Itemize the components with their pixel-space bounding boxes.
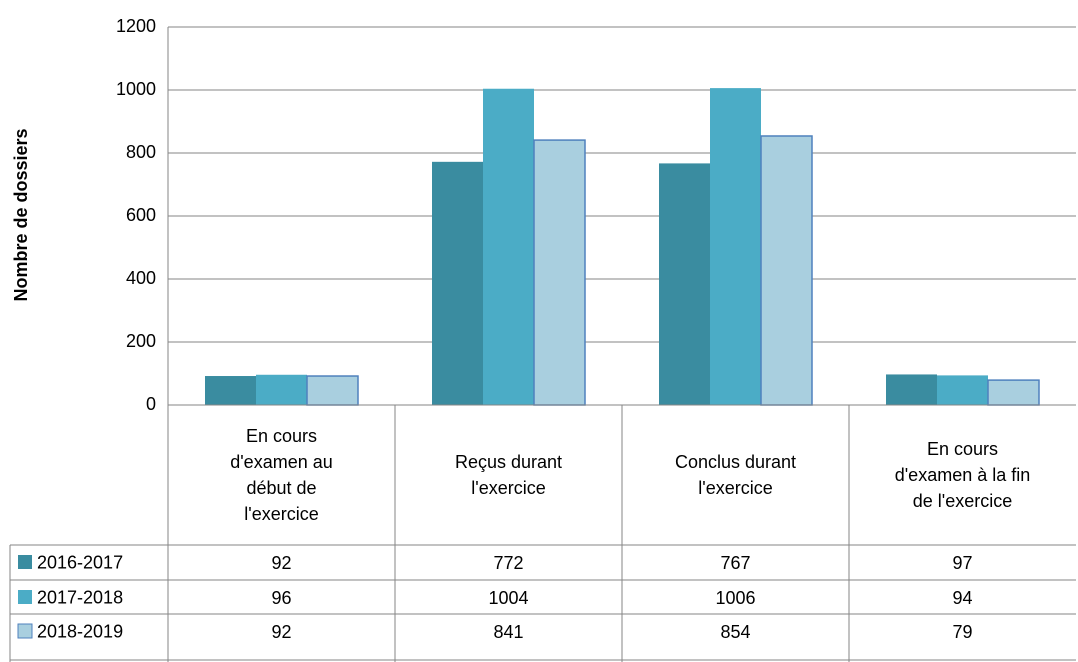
bar [533,139,586,406]
y-axis-label: Nombre de dossiers [11,128,31,301]
table-value: 94 [849,580,1076,615]
table-value-text: 96 [271,587,292,608]
table-value-text: 841 [493,621,524,642]
x-tick-label-text: En cours d'examen à la fin de l'exercice [894,439,1031,511]
y-tick-label: 600 [126,205,156,225]
table-value: 854 [622,614,849,649]
legend-swatch [18,590,32,604]
table-value-text: 854 [720,621,751,642]
y-tick-label: 1000 [116,79,156,99]
x-tick-label: Conclus durant l'exercice [622,405,849,545]
bar [432,161,483,405]
x-tick-label: En cours d'examen à la fin de l'exercice [849,405,1076,545]
table-value: 96 [168,580,395,615]
table-value: 772 [395,545,622,580]
table-value-text: 1006 [715,587,756,608]
table-value-text: 92 [271,621,292,642]
table-value: 92 [168,614,395,649]
bar [659,163,710,405]
table-value-text: 79 [952,621,973,642]
table-value-text: 94 [952,587,973,608]
table-value: 767 [622,545,849,580]
bar [760,135,813,406]
bar [937,375,988,405]
x-tick-label: En cours d'examen au début de l'exercice [168,405,395,545]
y-tick-label: 800 [126,142,156,162]
legend-swatch [18,555,32,569]
table-value: 1006 [622,580,849,615]
table-value-text: 1004 [488,587,529,608]
table-value-text: 767 [720,552,751,573]
table-value: 841 [395,614,622,649]
legend-swatch [17,623,33,639]
x-tick-label-text: Reçus durant l'exercice [454,452,563,498]
table-value-text: 97 [952,552,973,573]
x-tick-label-text: En cours d'examen au début de l'exercice [230,426,333,524]
legend-label: 2018-2019 [37,621,123,641]
bar [710,88,761,406]
table-value: 1004 [395,580,622,615]
table-value: 97 [849,545,1076,580]
bar [987,379,1040,406]
y-tick-label: 200 [126,331,156,351]
table-value-text: 772 [493,552,524,573]
y-tick-label: 0 [146,394,156,414]
bar [256,374,307,405]
bar [483,88,534,406]
y-tick-label: 1200 [116,16,156,36]
legend-label: 2016-2017 [37,552,123,572]
table-value: 79 [849,614,1076,649]
legend-label: 2017-2018 [37,587,123,607]
bar [205,376,256,405]
x-tick-label: Reçus durant l'exercice [395,405,622,545]
y-tick-label: 400 [126,268,156,288]
bar [306,375,359,406]
table-value: 92 [168,545,395,580]
bar [886,374,937,405]
table-value-text: 92 [271,552,292,573]
x-tick-label-text: Conclus durant l'exercice [674,452,797,498]
